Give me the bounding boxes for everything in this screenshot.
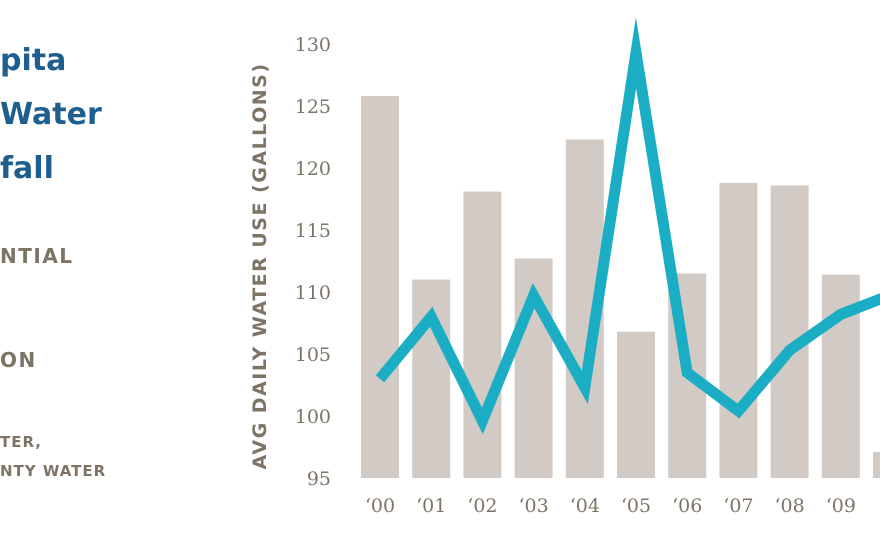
y-tick-label-5: 120 xyxy=(295,158,331,180)
x-tick-label-3: ‘03 xyxy=(518,495,548,517)
x-tick-label-8: ‘08 xyxy=(774,495,804,517)
bar-5 xyxy=(617,331,655,478)
line-point-9 xyxy=(840,313,842,315)
chart-title-line-2: Water xyxy=(0,97,102,132)
y-tick-label-7: 130 xyxy=(295,34,331,56)
legend-line-label: ON xyxy=(0,348,37,372)
bar-7 xyxy=(719,182,758,478)
bar-0 xyxy=(361,96,399,478)
legend-bars-label: NTIAL xyxy=(0,244,74,268)
y-tick-label-3: 110 xyxy=(295,282,331,304)
chart-title-line-3: fall xyxy=(0,151,54,186)
x-tick-label-9: ‘09 xyxy=(826,495,856,517)
bar-2 xyxy=(463,191,502,478)
line-point-7 xyxy=(737,410,739,412)
y-axis-ticks: 95 100 105 110 115 120 125 130 xyxy=(295,34,331,490)
source-note-line-1: TER, xyxy=(0,433,43,451)
x-tick-label-7: ‘07 xyxy=(723,495,753,517)
line-layer xyxy=(375,17,880,435)
line-point-1 xyxy=(430,316,432,318)
source-note-line-2: NTY WATER xyxy=(0,462,107,480)
y-axis-label: AVG DAILY WATER USE (GALLONS) xyxy=(249,62,271,469)
line-point-8 xyxy=(789,349,791,351)
line-point-0 xyxy=(379,378,381,380)
x-tick-label-4: ‘04 xyxy=(570,495,600,517)
line-point-4 xyxy=(584,386,586,388)
chart-title: pita Water fall xyxy=(0,34,102,196)
y-tick-label-2: 105 xyxy=(295,344,331,366)
line-point-5 xyxy=(635,52,637,54)
x-tick-label-2: ‘02 xyxy=(467,495,497,517)
y-tick-label-6: 125 xyxy=(295,96,331,118)
x-axis-ticks: ‘00‘01‘02‘03‘04‘05‘06‘07‘08‘09‘ xyxy=(365,495,856,517)
x-tick-label-0: ‘00 xyxy=(365,495,395,517)
line-point-3 xyxy=(533,295,535,297)
y-tick-label-1: 100 xyxy=(295,406,331,428)
line-point-2 xyxy=(481,420,483,422)
bar-10 xyxy=(873,451,880,478)
x-tick-label-1: ‘01 xyxy=(416,495,446,517)
bar-8 xyxy=(770,185,809,479)
source-note: TER, NTY WATER xyxy=(0,428,106,486)
x-tick-label-6: ‘06 xyxy=(672,495,702,517)
x-tick-label-5: ‘05 xyxy=(621,495,651,517)
y-tick-label-4: 115 xyxy=(295,220,331,242)
chart-title-line-1: pita xyxy=(0,43,67,78)
line-point-6 xyxy=(686,372,688,374)
y-tick-label-0: 95 xyxy=(307,468,331,490)
